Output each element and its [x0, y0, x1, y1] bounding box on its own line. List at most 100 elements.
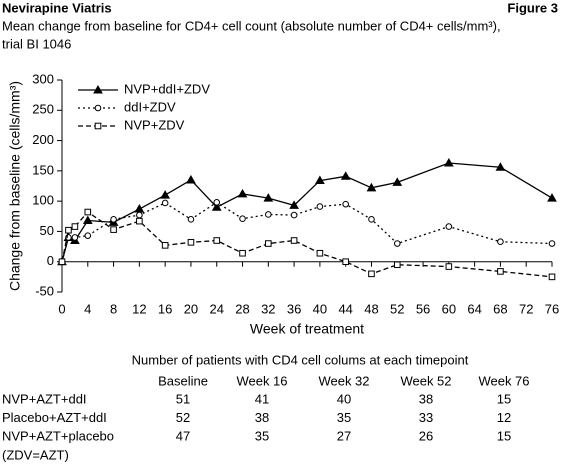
table-row-label: Placebo+AZT+ddI — [2, 410, 107, 425]
point — [548, 273, 556, 281]
table-cell: 38 — [419, 391, 433, 406]
point — [393, 240, 401, 247]
point — [186, 174, 196, 184]
table-cell: 41 — [255, 391, 269, 406]
x-tick-label: 16 — [158, 301, 172, 316]
x-tick-label: 12 — [132, 301, 146, 316]
table-cell: 15 — [497, 428, 511, 443]
point — [316, 203, 324, 210]
chart-subtitle: trial BI 1046 — [2, 36, 71, 51]
table-cell: 35 — [337, 410, 351, 425]
point — [161, 199, 169, 207]
point — [368, 216, 375, 223]
point — [84, 232, 92, 239]
point — [94, 104, 102, 112]
y-axis-label: Change from baseline (cells/mm³) — [7, 81, 23, 291]
y-tick-label: 150 — [32, 162, 54, 177]
table-note: (ZDV=AZT) — [2, 447, 69, 462]
x-tick-label: 44 — [338, 301, 352, 316]
table-header: Baseline — [158, 373, 208, 388]
point — [316, 249, 324, 257]
y-tick-label: 50 — [40, 223, 54, 238]
series-line — [61, 211, 553, 278]
x-tick-label: 72 — [519, 301, 533, 316]
table-cell: 27 — [337, 428, 351, 443]
table-cell: 15 — [497, 391, 511, 406]
table-row-label: NVP+AZT+placebo — [2, 428, 114, 443]
x-tick-label: 0 — [58, 301, 65, 316]
point — [136, 217, 143, 225]
point — [94, 122, 102, 130]
point — [161, 242, 169, 249]
y-tick-label: 300 — [32, 71, 54, 86]
x-tick-label: 32 — [261, 301, 275, 316]
table-header: Week 76 — [478, 373, 529, 388]
x-tick-label: 8 — [110, 301, 117, 316]
table-row-label: NVP+AZT+ddI — [2, 391, 87, 406]
point — [65, 226, 72, 234]
point — [342, 200, 349, 208]
point — [93, 84, 103, 94]
x-tick-label: 64 — [467, 301, 481, 316]
x-axis-label: Week of treatment — [250, 321, 364, 337]
x-tick-label: 4 — [84, 301, 91, 316]
point — [340, 171, 351, 180]
point — [211, 202, 222, 211]
x-tick-label: 48 — [364, 301, 378, 316]
point — [368, 270, 375, 278]
x-tick-label: 52 — [390, 301, 404, 316]
point — [160, 190, 171, 199]
point — [213, 237, 221, 244]
point — [84, 208, 92, 216]
point — [187, 216, 195, 223]
table-cell: 33 — [419, 410, 433, 425]
header-right: Figure 3 — [507, 0, 558, 15]
y-tick-label: 0 — [47, 253, 54, 268]
point — [110, 226, 117, 233]
table-cell: 51 — [176, 391, 190, 406]
point — [443, 157, 454, 167]
point — [290, 237, 298, 244]
y-tick-label: 200 — [32, 132, 54, 147]
point — [187, 239, 195, 246]
point — [58, 258, 66, 266]
legend-label: NVP+ddI+ZDV — [124, 81, 210, 96]
point — [445, 263, 453, 270]
x-tick-label: 76 — [545, 301, 559, 316]
table-cell: 47 — [176, 428, 190, 443]
y-tick-label: -50 — [35, 283, 54, 298]
point — [289, 200, 299, 209]
header-left: Nevirapine Viatris — [2, 0, 112, 15]
point — [366, 182, 377, 192]
table-cell: 52 — [176, 410, 190, 425]
point — [495, 162, 506, 171]
table-title: Number of patients with CD4 cell colums … — [132, 352, 469, 367]
point — [342, 258, 349, 266]
legend-label: ddI+ZDV — [124, 99, 176, 114]
x-tick-label: 68 — [493, 301, 507, 316]
point — [82, 215, 93, 225]
x-tick-label: 20 — [184, 301, 198, 316]
x-tick-label: 56 — [416, 301, 430, 316]
y-tick-label: 250 — [32, 102, 54, 117]
point — [497, 238, 504, 246]
table-cell: 38 — [255, 410, 269, 425]
point — [393, 261, 401, 269]
legend-label: NVP+ZDV — [124, 117, 185, 132]
point — [497, 268, 504, 275]
table-header: Week 52 — [400, 373, 451, 388]
x-tick-label: 28 — [235, 301, 249, 316]
point — [110, 216, 117, 223]
table-header: Week 16 — [236, 373, 287, 388]
point — [315, 175, 325, 185]
point — [445, 223, 453, 230]
table-cell: 12 — [497, 410, 511, 425]
point — [71, 234, 79, 241]
point — [239, 215, 246, 223]
point — [213, 199, 221, 206]
table-header: Week 32 — [318, 373, 369, 388]
point — [237, 188, 248, 198]
point — [290, 211, 298, 219]
point — [548, 240, 556, 247]
